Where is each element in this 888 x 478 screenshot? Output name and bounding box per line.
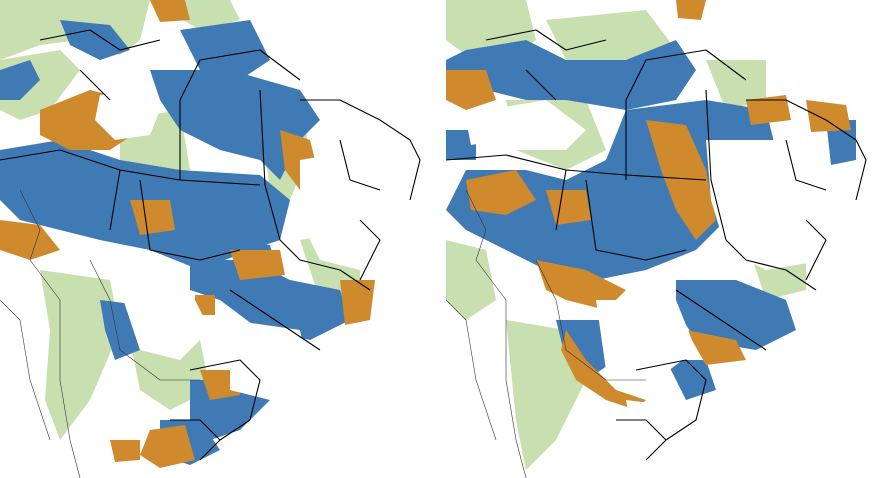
orange-zones	[0, 0, 375, 468]
country-borders	[446, 189, 646, 478]
panel-gap	[436, 0, 446, 478]
white-holes	[95, 90, 420, 400]
map-left-svg	[0, 0, 421, 478]
state-borders	[446, 29, 867, 461]
country-borders	[0, 189, 200, 478]
map-panel-left	[0, 0, 436, 478]
white-holes	[466, 100, 846, 470]
orange-zones	[446, 0, 851, 410]
map-right-svg	[446, 0, 867, 478]
map-panel-right	[446, 0, 888, 478]
state-borders	[0, 29, 421, 461]
